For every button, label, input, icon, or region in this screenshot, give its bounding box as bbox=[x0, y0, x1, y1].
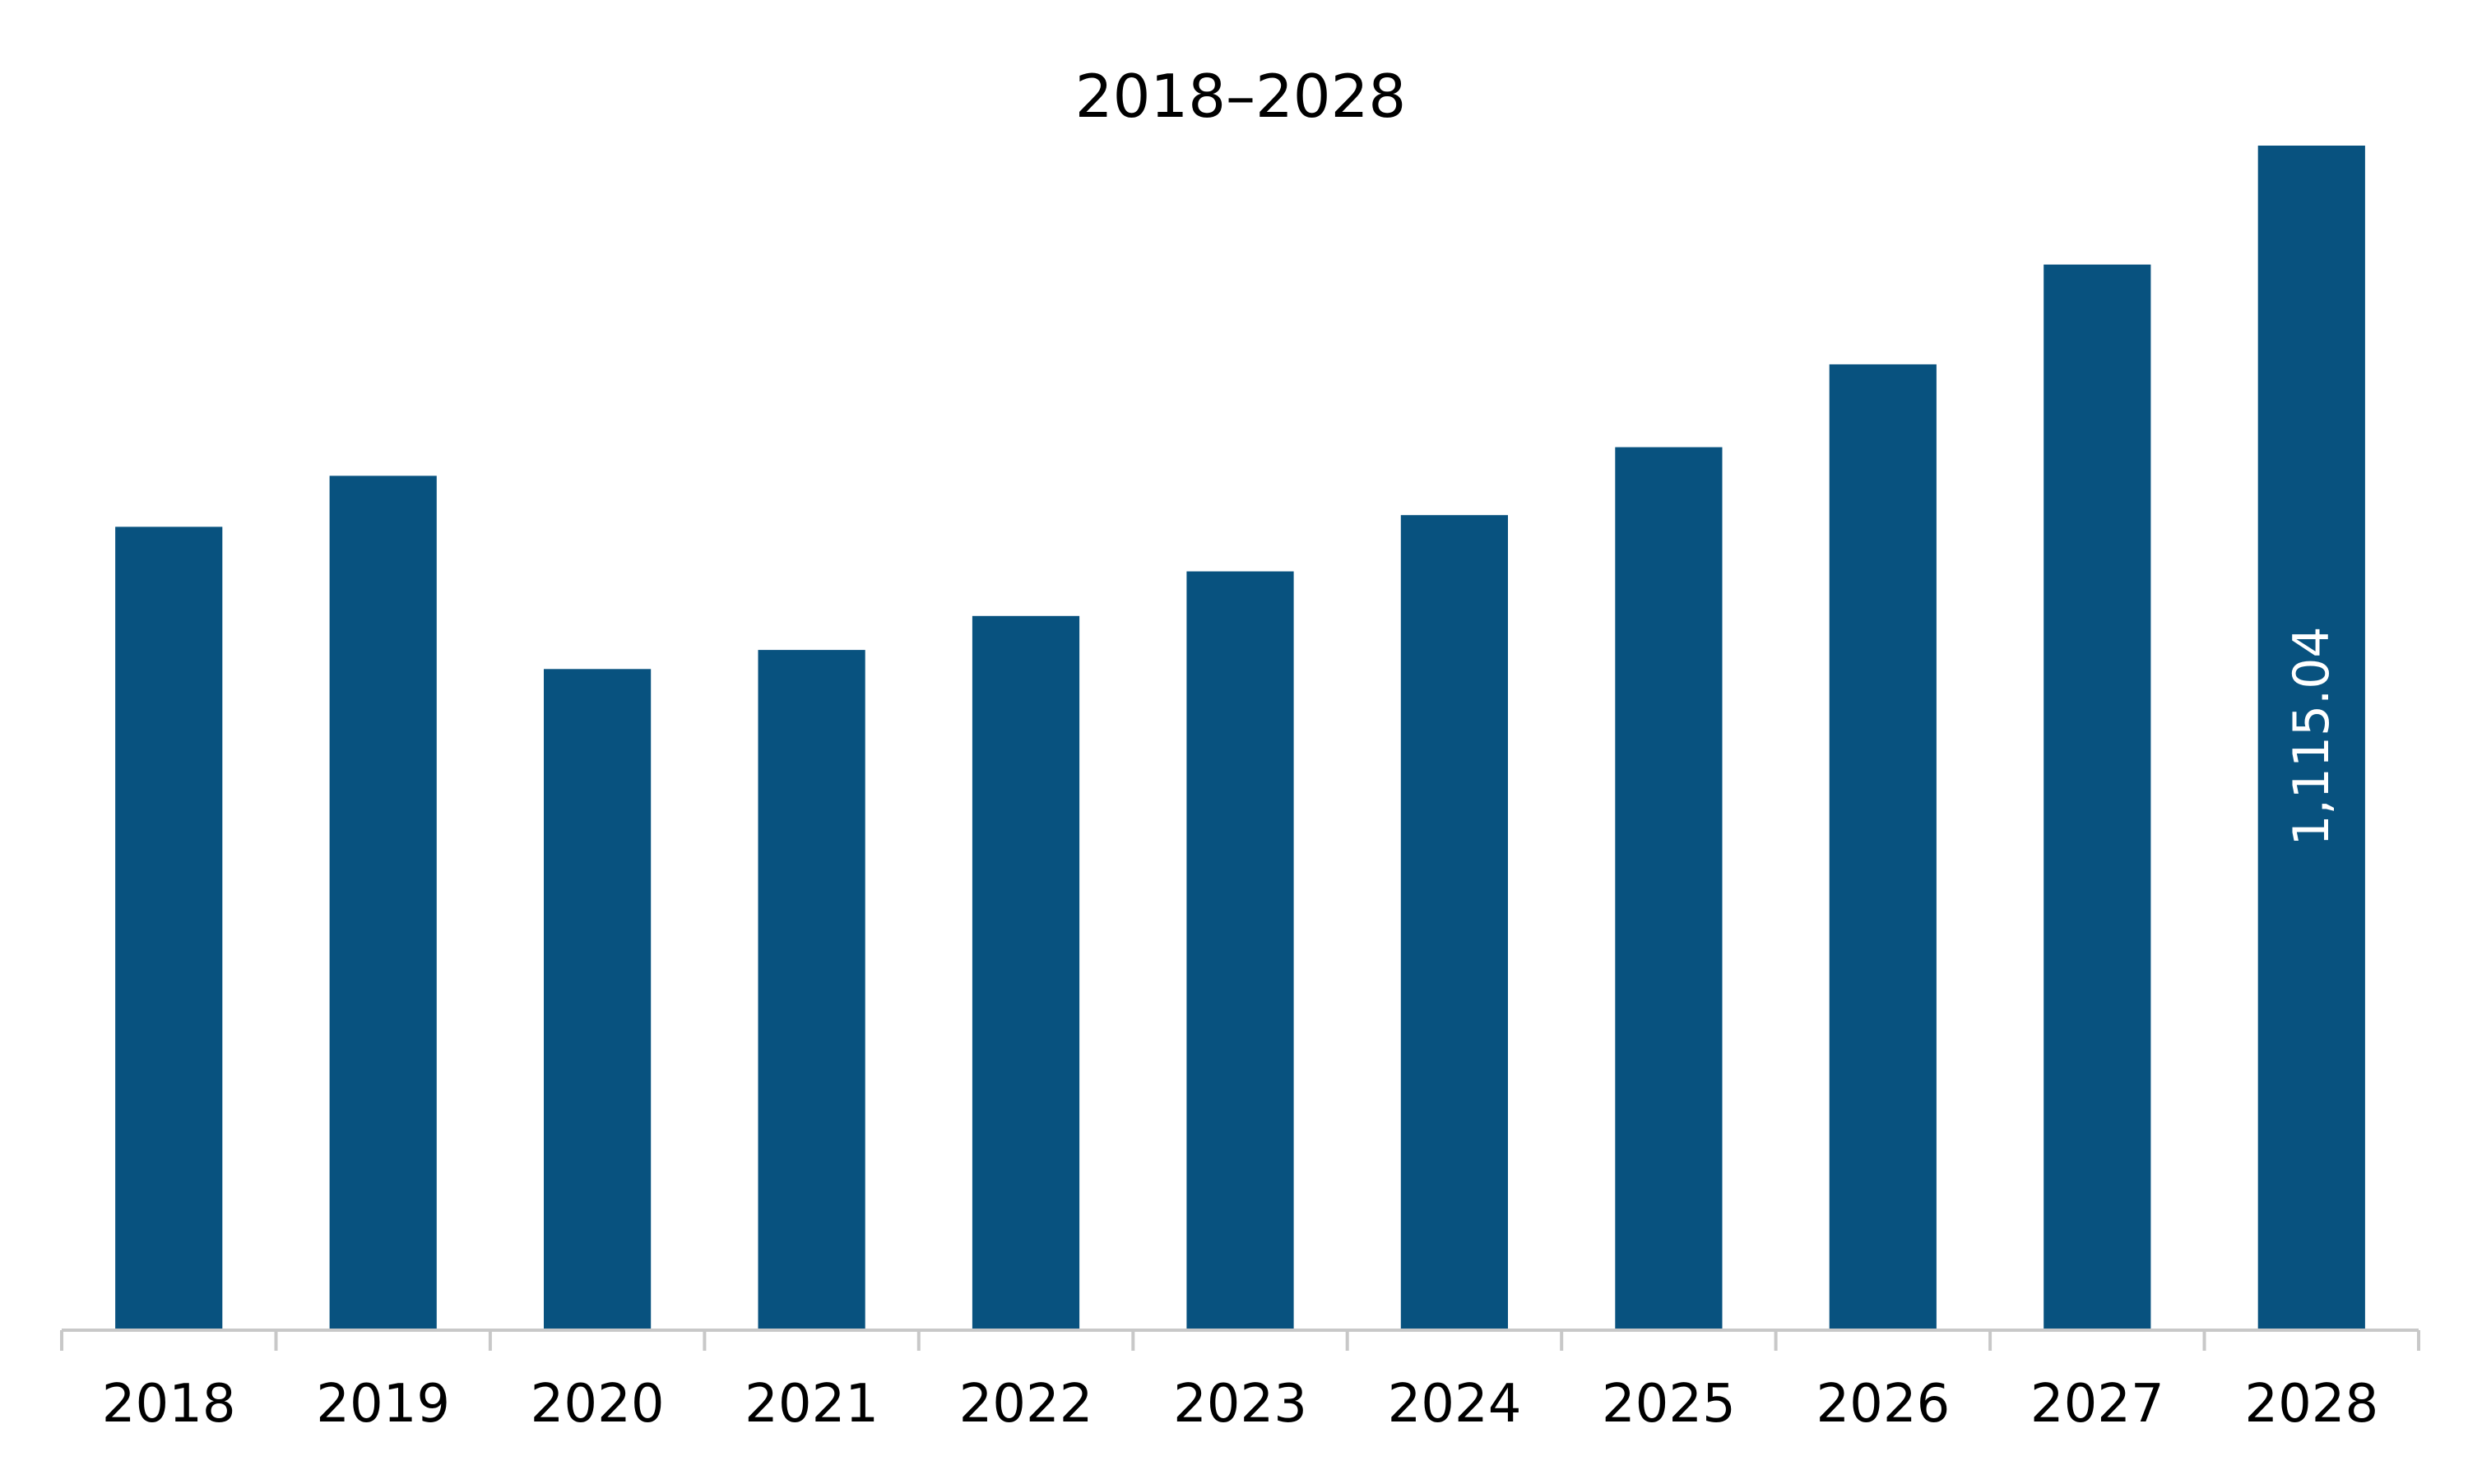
data-label-2028: 1,115.04 bbox=[2283, 626, 2340, 846]
x-tick-label-2025: 2025 bbox=[1602, 1374, 1736, 1435]
bar-2019 bbox=[329, 475, 437, 1329]
bars-layer bbox=[115, 146, 2365, 1330]
x-tick-label-2021: 2021 bbox=[745, 1374, 879, 1435]
bar-2027 bbox=[2044, 264, 2151, 1330]
bar-2022 bbox=[972, 615, 1080, 1329]
x-tick-label-2019: 2019 bbox=[316, 1374, 450, 1435]
bar-2025 bbox=[1615, 447, 1723, 1329]
bar-2020 bbox=[544, 669, 652, 1329]
bar-2023 bbox=[1186, 571, 1294, 1329]
bar-2021 bbox=[758, 650, 865, 1329]
x-tick-label-2018: 2018 bbox=[102, 1374, 236, 1435]
bar-2026 bbox=[1829, 364, 1937, 1329]
bar-2028 bbox=[2257, 146, 2365, 1329]
x-tick-label-2026: 2026 bbox=[1816, 1374, 1950, 1435]
x-tick-label-2028: 2028 bbox=[2244, 1374, 2378, 1435]
x-axis: 2018 2019 2020 2021 2022 2023 2024 2025 2026 2027… bbox=[60, 1329, 2420, 1435]
x-tick-label-2024: 2024 bbox=[1388, 1374, 1522, 1435]
data-labels-layer: 1,115.04 bbox=[2283, 626, 2340, 846]
x-tick-label-2023: 2023 bbox=[1173, 1374, 1307, 1435]
x-tick-label-2022: 2022 bbox=[959, 1374, 1093, 1435]
bar-2024 bbox=[1400, 515, 1508, 1329]
x-tick-label-2027: 2027 bbox=[2030, 1374, 2164, 1435]
x-tick-label-2020: 2020 bbox=[531, 1374, 665, 1435]
bar-2018 bbox=[115, 526, 223, 1329]
chart-title: 2018–2028 bbox=[1075, 62, 1406, 131]
